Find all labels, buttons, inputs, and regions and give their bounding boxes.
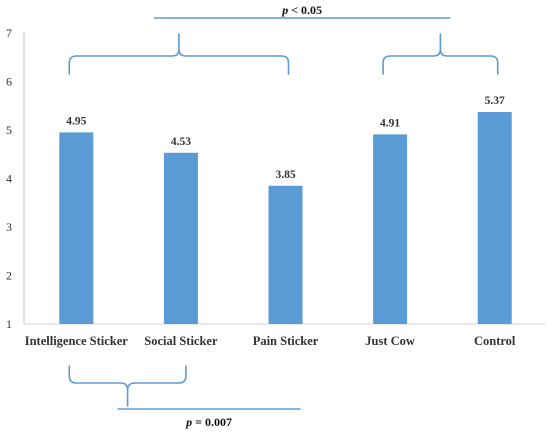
category-label: Intelligence Sticker: [25, 334, 129, 348]
category-labels: Intelligence Sticker Social Sticker Pain S…: [25, 334, 516, 348]
data-label: 4.53: [171, 136, 191, 148]
y-tick-label: 6: [6, 75, 12, 89]
p-value-text: < 0.05: [288, 3, 322, 17]
y-tick-label: 5: [6, 123, 12, 137]
data-label: 3.85: [275, 169, 295, 181]
bar: [163, 152, 198, 324]
p-symbol: p: [281, 3, 288, 17]
y-tick-label: 7: [6, 26, 12, 40]
significance-label: p < 0.05: [281, 3, 322, 17]
data-label: 4.95: [66, 115, 86, 127]
p-symbol: p: [185, 415, 192, 429]
category-label: Pain Sticker: [253, 334, 319, 348]
category-label: Just Cow: [365, 334, 415, 348]
data-label: 4.91: [380, 117, 400, 129]
bars: [59, 112, 512, 325]
p-value-text: = 0.007: [192, 415, 232, 429]
significance-label: p = 0.007: [185, 415, 232, 429]
bar: [373, 134, 408, 324]
y-tick-labels: 1 2 3 4 5 6 7: [6, 26, 12, 331]
significance-brace: [68, 365, 187, 407]
data-labels: 4.95 4.53 3.85 4.91 5.37: [66, 95, 505, 181]
significance-brackets: p < 0.05p = 0.007: [68, 3, 499, 429]
y-tick-label: 1: [6, 317, 12, 331]
bar: [477, 112, 512, 325]
bar: [59, 132, 94, 324]
y-tick-label: 3: [6, 220, 12, 234]
category-label: Control: [474, 334, 516, 348]
y-tick-label: 2: [6, 269, 12, 283]
category-label: Social Sticker: [144, 334, 218, 348]
bar: [268, 185, 303, 324]
significance-brace: [382, 33, 499, 75]
data-label: 5.37: [485, 95, 505, 107]
significance-brace: [68, 33, 290, 75]
y-tick-label: 4: [6, 172, 12, 186]
